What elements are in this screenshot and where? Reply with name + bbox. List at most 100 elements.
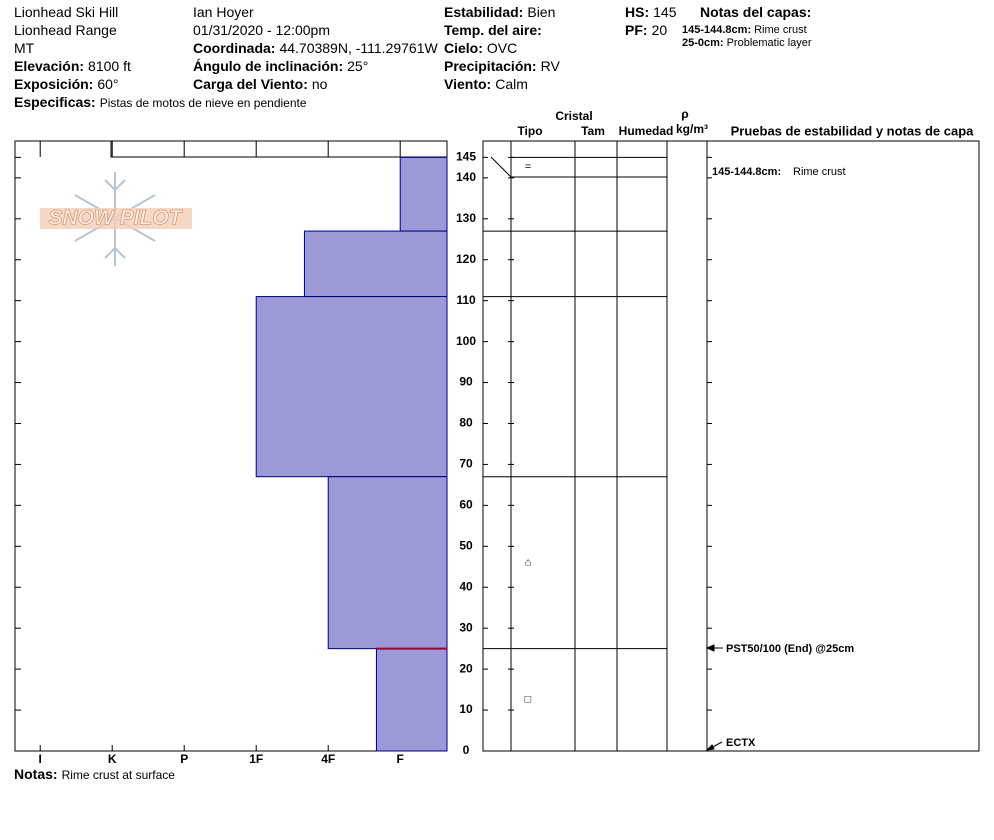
footer-notes: Notas: Rime crust at surface bbox=[14, 766, 175, 783]
note-range: 145-144.8cm: bbox=[682, 24, 752, 36]
aspect: Exposición: 60° bbox=[14, 76, 119, 92]
test-result: ECTX bbox=[726, 737, 756, 749]
field-value: Bien bbox=[527, 4, 556, 20]
slope: Ángulo de inclinación: 25° bbox=[193, 58, 368, 74]
layer-note: 145-144.8cm: Rime crust bbox=[682, 24, 807, 37]
field-value: 60° bbox=[97, 76, 119, 92]
location: Lionhead Range bbox=[14, 22, 117, 38]
field-label: Elevación: bbox=[14, 58, 85, 74]
field-value: RV bbox=[540, 58, 560, 74]
hardness-bar bbox=[375, 648, 448, 752]
note-range: 145-144.8cm: bbox=[712, 166, 781, 178]
field-label: Estabilidad: bbox=[444, 4, 524, 20]
hs: HS: 145 bbox=[625, 4, 676, 20]
wind: Viento: Calm bbox=[444, 76, 528, 92]
field-label: Precipitación: bbox=[444, 58, 537, 74]
column-header: Tipo bbox=[517, 124, 542, 138]
watermark: SNOW PILOT bbox=[49, 207, 184, 230]
sky: Cielo: OVC bbox=[444, 40, 517, 56]
field-value: 44.70389N, -111.29761W bbox=[279, 40, 438, 56]
note-text: Problematic layer bbox=[726, 37, 812, 49]
field-label: HS: bbox=[625, 4, 650, 20]
y-tick-label: 30 bbox=[459, 620, 473, 634]
x-tick-label: K bbox=[108, 752, 117, 766]
field-label: Carga del Viento: bbox=[193, 76, 308, 92]
table-frame bbox=[482, 140, 980, 752]
field-value: 145 bbox=[653, 4, 677, 20]
note-range: 25-0cm: bbox=[682, 37, 724, 49]
note-text: Rime crust bbox=[754, 24, 807, 36]
y-tick-label: 120 bbox=[456, 252, 476, 266]
field-label: PF: bbox=[625, 22, 648, 38]
coordinates: Coordinada: 44.70389N, -111.29761W bbox=[193, 40, 438, 56]
field-value: Calm bbox=[495, 76, 528, 92]
elevation: Elevación: 8100 ft bbox=[14, 58, 131, 74]
field-value: Rime crust at surface bbox=[61, 768, 175, 782]
hardness-bar bbox=[327, 476, 448, 650]
test-result: PST50/100 (End) @25cm bbox=[726, 643, 854, 655]
field-label: Cielo: bbox=[444, 40, 483, 56]
grain-symbol: □ bbox=[525, 694, 532, 706]
y-tick-label: 20 bbox=[459, 661, 473, 675]
grain-symbol: ⌂ bbox=[525, 557, 532, 569]
field-value: Pistas de motos de nieve en pendiente bbox=[99, 96, 307, 110]
field-value: OVC bbox=[486, 40, 518, 56]
tests-title: Pruebas de estabilidad y notas de capa bbox=[731, 123, 975, 138]
layer-note: 25-0cm: Problematic layer bbox=[682, 37, 812, 50]
field-label: Coordinada: bbox=[193, 40, 276, 56]
wind-loading: Carga del Viento: no bbox=[193, 76, 327, 92]
air-temp: Temp. del aire: bbox=[444, 22, 546, 38]
density-symbol: ρ bbox=[681, 107, 688, 121]
note-text: Rime crust bbox=[793, 166, 846, 178]
y-tick-label: 110 bbox=[456, 293, 476, 307]
x-tick-label: 1F bbox=[249, 752, 263, 766]
density-unit: kg/m³ bbox=[676, 122, 708, 136]
field-label: Viento: bbox=[444, 76, 492, 92]
y-tick-label: 145 bbox=[456, 150, 476, 164]
field-label: Temp. del aire: bbox=[444, 22, 542, 38]
x-tick-label: I bbox=[39, 752, 42, 766]
y-tick-label: 130 bbox=[456, 211, 476, 225]
x-tick-label: P bbox=[180, 752, 188, 766]
table-columns bbox=[490, 141, 708, 751]
test-arrows bbox=[705, 644, 723, 751]
y-tick-label: 10 bbox=[459, 702, 473, 716]
layer-notes-title: Notas del capas: bbox=[700, 4, 812, 20]
grain-symbol: = bbox=[525, 161, 531, 173]
y-tick-label: 40 bbox=[459, 579, 473, 593]
field-label: Ángulo de inclinación: bbox=[193, 58, 344, 74]
y-tick-label: 140 bbox=[456, 170, 476, 184]
column-header: Tam bbox=[581, 124, 605, 138]
hardness-bar bbox=[255, 296, 448, 478]
y-tick-label: 50 bbox=[459, 538, 473, 552]
stability: Estabilidad: Bien bbox=[444, 4, 555, 20]
field-label: Especificas: bbox=[14, 94, 96, 110]
y-tick-label: 60 bbox=[459, 498, 473, 512]
x-tick-label: 4F bbox=[321, 752, 335, 766]
location: MT bbox=[14, 40, 35, 56]
y-tick-label: 70 bbox=[459, 457, 473, 471]
y-tick-label: 0 bbox=[463, 743, 470, 757]
specifics: Especificas: Pistas de motos de nieve en … bbox=[14, 94, 307, 111]
x-tick-label: F bbox=[397, 752, 404, 766]
field-label: Notas: bbox=[14, 766, 58, 782]
hardness-header-box bbox=[110, 140, 448, 158]
field-value: 25° bbox=[347, 58, 369, 74]
field-value: no bbox=[311, 76, 328, 92]
field-label: Exposición: bbox=[14, 76, 94, 92]
watermark-band bbox=[40, 208, 192, 229]
datetime: 01/31/2020 - 12:00pm bbox=[193, 22, 330, 38]
column-header: Humedad bbox=[619, 124, 674, 138]
y-tick-label: 90 bbox=[459, 375, 473, 389]
precipitation: Precipitación: RV bbox=[444, 58, 560, 74]
field-value: 8100 ft bbox=[88, 58, 131, 74]
y-tick-label: 80 bbox=[459, 416, 473, 430]
pf: PF: 20 bbox=[625, 22, 667, 38]
hardness-bar bbox=[399, 156, 448, 232]
location: Lionhead Ski Hill bbox=[14, 4, 119, 20]
observer: Ian Hoyer bbox=[193, 4, 254, 20]
header-group: Cristal bbox=[555, 109, 592, 123]
field-value: 20 bbox=[651, 22, 668, 38]
